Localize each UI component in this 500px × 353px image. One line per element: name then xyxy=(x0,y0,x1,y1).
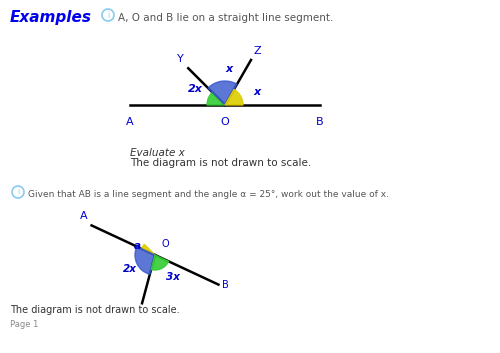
Text: i: i xyxy=(107,11,109,19)
Text: 3x: 3x xyxy=(166,272,180,282)
Text: i: i xyxy=(17,187,19,197)
Text: A: A xyxy=(126,117,134,127)
Text: B: B xyxy=(222,280,229,289)
Wedge shape xyxy=(208,81,237,105)
Text: Evaluate x: Evaluate x xyxy=(130,148,185,158)
Wedge shape xyxy=(207,92,225,105)
Text: Y: Y xyxy=(178,54,184,64)
Text: x: x xyxy=(254,87,260,97)
Wedge shape xyxy=(142,244,155,255)
Text: Z: Z xyxy=(254,46,262,56)
Text: Examples: Examples xyxy=(10,10,92,25)
Text: x: x xyxy=(226,64,232,74)
Text: Page 1: Page 1 xyxy=(10,320,38,329)
Text: 2x: 2x xyxy=(123,264,137,274)
Text: B: B xyxy=(316,117,324,127)
Text: A: A xyxy=(80,211,88,221)
Text: Given that AB is a line segment and the angle α = 25°, work out the value of x.: Given that AB is a line segment and the … xyxy=(28,190,389,199)
Wedge shape xyxy=(135,246,155,274)
Text: The diagram is not drawn to scale.: The diagram is not drawn to scale. xyxy=(130,158,311,168)
Text: a: a xyxy=(134,241,140,251)
Wedge shape xyxy=(225,89,243,105)
Text: 2x: 2x xyxy=(188,84,202,94)
Wedge shape xyxy=(151,255,168,270)
Text: O: O xyxy=(161,239,168,249)
Text: O: O xyxy=(220,117,230,127)
Text: A, O and B lie on a straight line segment.: A, O and B lie on a straight line segmen… xyxy=(118,13,334,23)
Text: The diagram is not drawn to scale.: The diagram is not drawn to scale. xyxy=(10,305,179,315)
